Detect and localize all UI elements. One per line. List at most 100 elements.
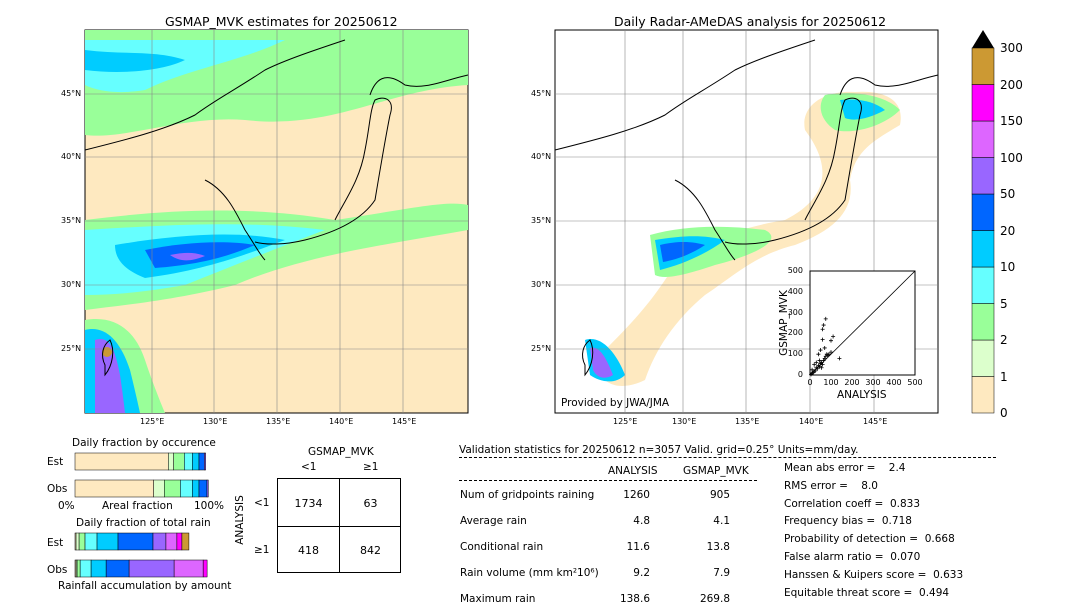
- scatter-xtick: 200: [844, 378, 860, 387]
- scatter-xlabel: ANALYSIS: [837, 389, 887, 401]
- lon-tick: 130°E: [672, 417, 697, 426]
- colorbar-label: 1: [1000, 369, 1008, 384]
- colorbar-label: 2: [1000, 333, 1008, 347]
- bar-segment: [152, 532, 167, 551]
- colorbar-label: 200: [1000, 77, 1023, 92]
- contingency-table: 1734 63 418 842: [277, 478, 401, 573]
- lon-tick: 140°E: [329, 417, 354, 426]
- scatter-point: [826, 352, 831, 357]
- lon-tick: 145°E: [392, 417, 417, 426]
- scatter-xtick: 100: [823, 378, 839, 387]
- occurrence-title: Daily fraction by occurence: [72, 437, 216, 449]
- bar-segment: [164, 479, 181, 498]
- colorbar-label: 100: [1000, 150, 1023, 165]
- bar-segment: [84, 532, 98, 551]
- colorbar-label: 300: [1000, 41, 1023, 55]
- col-label: ≥1: [363, 461, 379, 473]
- obs-label: Obs: [47, 483, 68, 495]
- lat-tick: 40°N: [531, 152, 552, 161]
- bar-segment: [204, 452, 206, 471]
- stats-analysis-value: 4.8: [633, 515, 650, 527]
- bar-segment: [176, 532, 183, 551]
- colorbar-segment: [971, 376, 995, 414]
- stats-row-label: Average rain: [460, 515, 527, 527]
- lat-tick: 45°N: [61, 89, 82, 98]
- lon-tick: 125°E: [613, 417, 638, 426]
- obs-label: Obs: [47, 564, 68, 576]
- cell-hit-none: 1734: [294, 497, 323, 510]
- row-label: ≥1: [254, 544, 270, 556]
- stats-gsmap-value: 4.1: [713, 515, 730, 527]
- cell-miss: 418: [298, 544, 319, 557]
- colorbar-segment: [971, 157, 995, 195]
- scatter-xtick: 0: [807, 378, 813, 387]
- bar-segment: [165, 532, 178, 551]
- scatter-ytick: 400: [787, 286, 803, 296]
- scatter-ytick: 300: [787, 307, 803, 317]
- stats-header: Validation statistics for 20250612 n=305…: [459, 444, 859, 456]
- right-map-title: Daily Radar-AMeDAS analysis for 20250612: [614, 14, 887, 29]
- lon-tick: 140°E: [799, 417, 824, 426]
- lat-tick: 30°N: [531, 280, 552, 289]
- scatter-point: [823, 354, 828, 359]
- bar-segment: [117, 532, 154, 551]
- est-label: Est: [47, 537, 64, 549]
- scatter-xtick: 400: [886, 378, 902, 387]
- bar-segment: [184, 452, 193, 471]
- lat-tick: 30°N: [61, 280, 82, 289]
- scatter-point: [822, 345, 827, 350]
- bar-segment: [90, 559, 107, 578]
- colorbar: [971, 30, 995, 414]
- scatter-point: [829, 350, 833, 355]
- scatter-point: [829, 338, 833, 343]
- contingency-row-title: ANALYSIS: [234, 495, 246, 545]
- colorbar-segment: [971, 266, 995, 304]
- scatter-ytick: 200: [787, 328, 803, 338]
- bar-segment: [153, 479, 165, 498]
- scatter-point: [823, 316, 828, 321]
- scatter-ylabel: GSMAP_MVK: [778, 290, 790, 356]
- bar-segment: [79, 559, 92, 578]
- bar-segment: [74, 452, 169, 471]
- bar-segment: [76, 559, 81, 578]
- scatter-point: [821, 358, 826, 363]
- bar-segment: [173, 452, 185, 471]
- scatter-xtick: 300: [865, 378, 881, 387]
- bar-segment: [192, 479, 200, 498]
- bar-segment: [180, 479, 193, 498]
- occurrence-bars: [74, 452, 209, 498]
- rain-xlabel: Rainfall accumulation by amount: [58, 580, 232, 592]
- colorbar-segment: [971, 303, 995, 341]
- bar-segment: [206, 479, 209, 498]
- stats-col-gsmap: GSMAP_MVK: [683, 465, 749, 477]
- stats-score: Frequency bias = 0.718: [784, 515, 912, 528]
- colorbar-label: 20: [1000, 223, 1016, 238]
- bar-segment: [96, 532, 119, 551]
- lon-tick: 145°E: [863, 417, 888, 426]
- scatter-point: [816, 352, 821, 357]
- cell-hit: 842: [360, 544, 381, 557]
- colorbar-label: 10: [1000, 260, 1016, 274]
- colorbar-segment: [971, 84, 995, 122]
- stats-gsmap-value: 905: [709, 489, 730, 501]
- stats-col-analysis: ANALYSIS: [608, 465, 658, 477]
- lat-tick: 25°N: [61, 344, 82, 353]
- scatter-point: [818, 348, 823, 353]
- stats-analysis-value: 138.6: [619, 593, 650, 605]
- occ-xtick-1: 100%: [194, 500, 225, 512]
- stats-row-label: Maximum rain: [460, 593, 536, 605]
- scatter-point: [831, 334, 836, 339]
- scatter-point: [812, 362, 817, 367]
- left-map: [84, 29, 469, 414]
- stats-row-label: Num of gridpoints raining: [460, 489, 595, 501]
- occ-xlabel: Areal fraction: [102, 500, 173, 512]
- stats-score: False alarm ratio = 0.070: [784, 551, 921, 563]
- colorbar-label: 0: [1000, 406, 1008, 420]
- bar-segment: [78, 532, 86, 551]
- scatter-point: [819, 360, 824, 365]
- scatter-ytick: 500: [787, 266, 803, 275]
- scatter-point: [815, 366, 820, 371]
- bar-segment: [202, 559, 208, 578]
- stats-score: Correlation coeff = 0.833: [784, 497, 920, 510]
